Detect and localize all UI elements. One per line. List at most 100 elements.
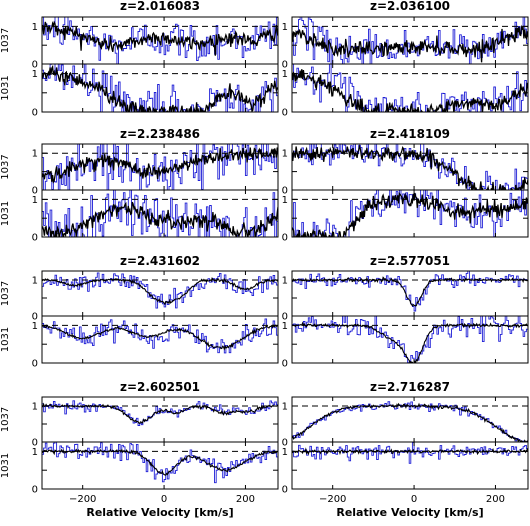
ion-label-1037: 1037 <box>0 281 11 306</box>
subpanel-frame <box>41 63 279 113</box>
model-line-1037 <box>292 144 528 190</box>
data-spectrum-1037 <box>292 401 528 442</box>
y-tick-label: 0 <box>282 312 288 323</box>
model-line-1031 <box>292 321 528 363</box>
panel-title: z=2.602501 <box>120 380 200 394</box>
y-tick-label: 1 <box>282 149 288 160</box>
x-tick-label: 200 <box>236 494 255 505</box>
subpanel-1031: 01 <box>282 189 529 244</box>
subpanel-frame <box>41 441 279 490</box>
model-line-1031 <box>292 447 528 456</box>
panel-title: z=2.016083 <box>120 0 200 13</box>
y-tick-label: 0 <box>32 233 38 244</box>
y-tick-label: 0 <box>282 233 288 244</box>
y-tick-label: 1 <box>32 69 38 80</box>
y-tick-label: 1 <box>282 321 288 332</box>
data-spectrum-1031 <box>42 64 278 112</box>
y-tick-label: 1 <box>32 402 38 413</box>
subpanel-frame <box>291 441 529 490</box>
subpanel-1037: 01 <box>282 270 529 323</box>
subpanel-frame <box>291 315 529 364</box>
panel-title: z=2.716287 <box>370 380 450 394</box>
y-tick-label: 1 <box>282 69 288 80</box>
data-spectrum-1037 <box>292 271 528 312</box>
model-line-1037 <box>42 147 278 184</box>
subpanel-1037: 0 1 1037 <box>0 16 279 71</box>
ion-label-1031: 1031 <box>0 75 11 100</box>
data-spectrum-1031 <box>42 318 278 354</box>
x-axis-label: Relative Velocity [km/s] <box>336 506 483 519</box>
panel-title: z=2.418109 <box>370 127 450 141</box>
subpanel-1037: 01 <box>282 396 529 449</box>
subpanel-frame <box>291 270 529 317</box>
y-tick-label: 1 <box>32 276 38 287</box>
model-line-1037 <box>42 20 278 56</box>
subpanel-1031: 01 1031 <box>0 63 279 119</box>
data-spectrum-1031 <box>42 190 278 237</box>
y-tick-label: 0 <box>32 60 38 71</box>
y-tick-label: 0 <box>32 485 38 496</box>
ion-label-1037: 1037 <box>0 154 11 179</box>
y-tick-label: 0 <box>32 438 38 449</box>
y-tick-label: 1 <box>282 447 288 458</box>
x-tick-label: −200 <box>319 494 346 505</box>
y-tick-label: 1 <box>282 402 288 413</box>
y-tick-label: 0 <box>282 359 288 370</box>
y-tick-label: 0 <box>282 485 288 496</box>
x-tick-label: 0 <box>411 494 417 505</box>
subpanel-1031: 01 <box>282 315 529 370</box>
ion-label-1031: 1031 <box>0 201 11 226</box>
subpanel-1037: 0 1 1037 <box>0 270 279 323</box>
ion-label-1031: 1031 <box>0 453 11 478</box>
model-line-1031 <box>42 323 278 351</box>
x-tick-label: 0 <box>161 494 167 505</box>
y-tick-label: 1 <box>32 22 38 33</box>
subpanel-frame <box>291 63 529 113</box>
subpanel-1031: 01 <box>282 63 529 119</box>
y-tick-label: 0 <box>282 438 288 449</box>
model-line-1031 <box>42 448 278 476</box>
panel-title: z=2.431602 <box>120 254 200 268</box>
model-line-1037 <box>42 276 278 306</box>
data-spectrum-1037 <box>42 272 278 309</box>
subpanel-1037: 01 <box>282 16 529 71</box>
y-tick-label: 0 <box>32 359 38 370</box>
y-tick-label: 1 <box>32 195 38 206</box>
y-tick-label: 1 <box>282 22 288 33</box>
model-line-1031 <box>42 64 278 112</box>
subpanel-frame <box>41 189 279 238</box>
data-spectrum-1031 <box>292 442 528 464</box>
y-tick-label: 0 <box>32 312 38 323</box>
subpanel-1037: 0 1 1037 <box>0 396 279 449</box>
subpanel-frame <box>291 396 529 443</box>
panel-title: z=2.577051 <box>370 254 450 268</box>
subpanel-frame <box>41 315 279 364</box>
model-line-1037 <box>292 24 528 63</box>
y-tick-label: 0 <box>32 186 38 197</box>
model-line-1037 <box>42 402 278 425</box>
subpanel-1031: 01 <box>282 441 529 496</box>
model-line-1037 <box>292 402 528 442</box>
y-tick-label: 1 <box>32 321 38 332</box>
y-tick-label: 1 <box>282 195 288 206</box>
y-tick-label: 1 <box>32 447 38 458</box>
data-spectrum-1031 <box>42 442 278 484</box>
x-tick-label: 200 <box>486 494 505 505</box>
x-axis-label: Relative Velocity [km/s] <box>86 506 233 519</box>
data-spectrum-1037 <box>42 144 278 190</box>
y-tick-label: 0 <box>282 186 288 197</box>
y-tick-label: 0 <box>282 60 288 71</box>
ion-label-1037: 1037 <box>0 28 11 53</box>
ion-label-1037: 1037 <box>0 407 11 432</box>
subpanel-1037: 0 1 1037 <box>0 143 279 197</box>
ion-label-1031: 1031 <box>0 327 11 352</box>
subpanel-1037: 01 <box>282 143 529 197</box>
y-tick-label: 1 <box>282 276 288 287</box>
x-tick-label: −200 <box>69 494 96 505</box>
model-line-1037 <box>292 276 528 307</box>
data-spectrum-1031 <box>292 190 528 237</box>
